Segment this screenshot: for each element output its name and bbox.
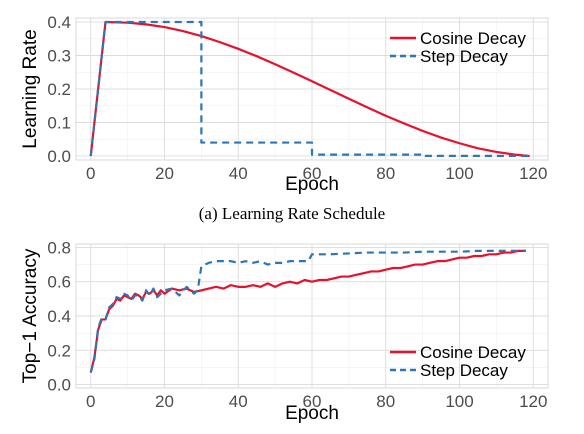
legend-label: Step Decay (420, 47, 508, 66)
y-tick-label: 0.2 (47, 80, 71, 99)
legend-label: Step Decay (420, 361, 508, 380)
accuracy-chart: 0 20 40 60 80 100 1200.00.20.40.60.8EpochTop−1… (20, 238, 548, 424)
y-tick-label: 0.0 (47, 376, 71, 395)
x-tick-label: 120 (519, 164, 547, 183)
x-tick-label: 20 (155, 164, 174, 183)
x-tick-label: 100 (445, 164, 473, 183)
x-tick-label: 80 (376, 164, 395, 183)
y-tick-label: 0.4 (47, 307, 71, 326)
x-tick-label: 100 (445, 392, 473, 411)
x-tick-label: 120 (519, 392, 547, 411)
y-tick-label: 0.1 (47, 113, 71, 132)
legend-label: Cosine Decay (420, 343, 526, 362)
y-tick-label: 0.0 (47, 147, 71, 166)
x-tick-label: 0 (86, 164, 95, 183)
x-tick-label: 40 (229, 164, 248, 183)
legend-label: Cosine Decay (420, 29, 526, 48)
learning-rate-chart: 0 20 40 60 80 100 1200.00.10.20.30.4EpochLearn… (20, 13, 548, 195)
x-tick-label: 0 (86, 392, 95, 411)
y-tick-label: 0.2 (47, 341, 71, 360)
x-axis-label: Epoch (285, 174, 339, 195)
y-axis-label: Learning Rate (20, 29, 41, 148)
y-tick-label: 0.8 (47, 238, 71, 257)
caption-a: (a) Learning Rate Schedule (199, 204, 385, 223)
x-tick-label: 40 (229, 392, 248, 411)
x-tick-label: 80 (376, 392, 395, 411)
y-tick-label: 0.6 (47, 273, 71, 292)
x-tick-label: 20 (155, 392, 174, 411)
x-axis-label: Epoch (285, 403, 339, 424)
y-tick-label: 0.4 (47, 13, 71, 32)
y-axis-label: Top−1 Accuracy (20, 248, 41, 383)
y-tick-label: 0.3 (47, 47, 71, 66)
